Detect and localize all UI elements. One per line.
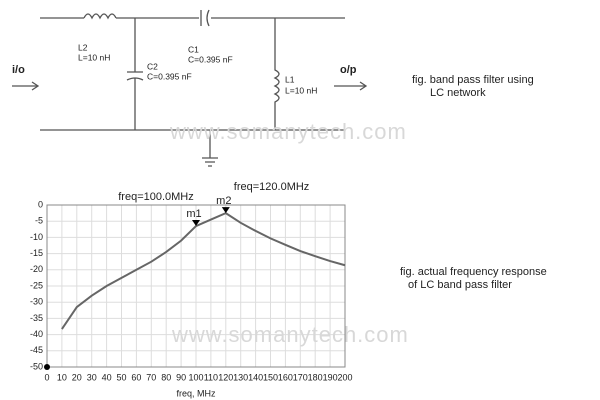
chart: -50-45-40-35-30-25-20-15-10-500 10 20 30 40 5… [30, 181, 353, 382]
marker-name: m2 [216, 195, 231, 207]
y-tick-label: 0 [38, 199, 43, 209]
x-tick-label: 0 [44, 372, 49, 382]
capacitor-c2 [126, 18, 144, 130]
x-tick-label: 140 [248, 372, 263, 382]
component-name: L2 [78, 42, 88, 52]
x-tick-label: 180 [308, 372, 323, 382]
input-arrow [12, 81, 40, 91]
component-name: L1 [285, 74, 295, 84]
watermark: www.somanytech.com [171, 322, 409, 347]
input-label: i/o [12, 64, 25, 76]
inductor-l2 [83, 13, 117, 20]
marker-label: freq=100.0MHz [118, 191, 194, 203]
x-tick-label: 120 [218, 372, 233, 382]
wire [40, 17, 345, 131]
component-name: C1 [188, 44, 199, 54]
caption: of LC band pass filter [408, 279, 512, 291]
marker [192, 220, 200, 227]
x-tick-label: 50 [116, 372, 126, 382]
x-tick-label: 80 [161, 372, 171, 382]
capacitor-c1 [200, 9, 210, 27]
y-tick-label: -25 [30, 280, 43, 290]
component-value: C=0.395 nF [188, 54, 233, 64]
marker [221, 207, 230, 214]
y-tick-label: -10 [30, 232, 43, 242]
circuit: i/o o/p L2 L=10 nH C2 C=0.395 nF C1 C=0.… [12, 9, 534, 167]
x-tick-label: 200 [337, 372, 352, 382]
output-label: o/p [340, 64, 357, 76]
marker-name: m1 [186, 208, 201, 220]
x-tick-label: 110 [204, 372, 218, 382]
plot-frame [46, 204, 346, 368]
component-value: L=10 nH [78, 52, 110, 62]
y-tick-label: -20 [30, 264, 43, 274]
x-tick-label: 60 [131, 372, 141, 382]
x-tick-label: 150 [263, 372, 278, 382]
inductor-l1 [273, 18, 280, 130]
y-tick-label: -5 [35, 216, 43, 226]
x-tick-label: 160 [278, 372, 293, 382]
x-tick-label: 130 [233, 372, 248, 382]
x-tick-label: 70 [146, 372, 156, 382]
series-line [61, 211, 346, 330]
x-tick-label: 30 [87, 372, 97, 382]
component-name: C2 [147, 61, 158, 71]
output-arrow [334, 81, 368, 91]
marker-label: freq=120.0MHz [234, 181, 310, 193]
y-tick-label: -35 [30, 313, 43, 323]
x-tick-label: 20 [72, 372, 82, 382]
x-tick-label: 10 [57, 372, 67, 382]
component-value: C=0.395 nF [147, 71, 192, 81]
x-tick-label: 40 [102, 372, 112, 382]
x-tick-label: 100 [188, 372, 203, 382]
y-tick-label: -30 [30, 297, 43, 307]
caption: LC network [430, 87, 486, 99]
watermark: www.somanytech.com [169, 119, 407, 144]
x-axis-label: freq, MHz [176, 388, 216, 398]
origin-dot [44, 364, 50, 370]
x-tick-label: 190 [323, 372, 338, 382]
y-tick-label: -45 [30, 345, 43, 355]
component-value: L=10 nH [285, 85, 317, 95]
y-tick-label: -50 [30, 361, 43, 371]
ground [202, 130, 218, 167]
y-tick-label: -15 [30, 248, 43, 258]
caption: fig. actual frequency response [400, 266, 547, 278]
y-tick-label: -40 [30, 329, 43, 339]
caption: fig. band pass filter using [412, 74, 534, 86]
x-tick-label: 90 [176, 372, 186, 382]
x-tick-label: 170 [293, 372, 308, 382]
